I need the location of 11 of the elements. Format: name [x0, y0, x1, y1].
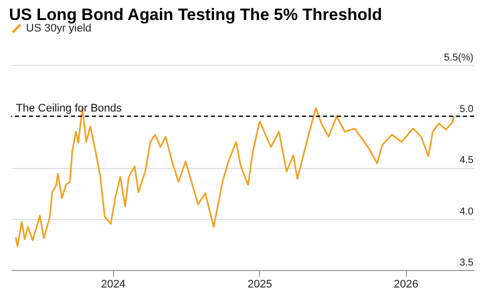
y-tick-label: 4.0 — [460, 206, 474, 218]
x-tick-label: 2026 — [394, 278, 418, 290]
x-tick-label: 2025 — [248, 278, 272, 290]
ref-line-label: The Ceiling for Bonds — [16, 102, 122, 114]
y-tick-label: 3.5 — [460, 258, 474, 268]
chart-title: US Long Bond Again Testing The 5% Threshold — [9, 6, 382, 24]
x-tick-label: 2024 — [100, 278, 126, 290]
legend-label: US 30yr yield — [26, 22, 92, 34]
y-tick-label: 5.5(%) — [444, 52, 474, 64]
y-tick-label: 5.0 — [460, 104, 474, 115]
y-tick-label: 4.5 — [460, 155, 474, 166]
